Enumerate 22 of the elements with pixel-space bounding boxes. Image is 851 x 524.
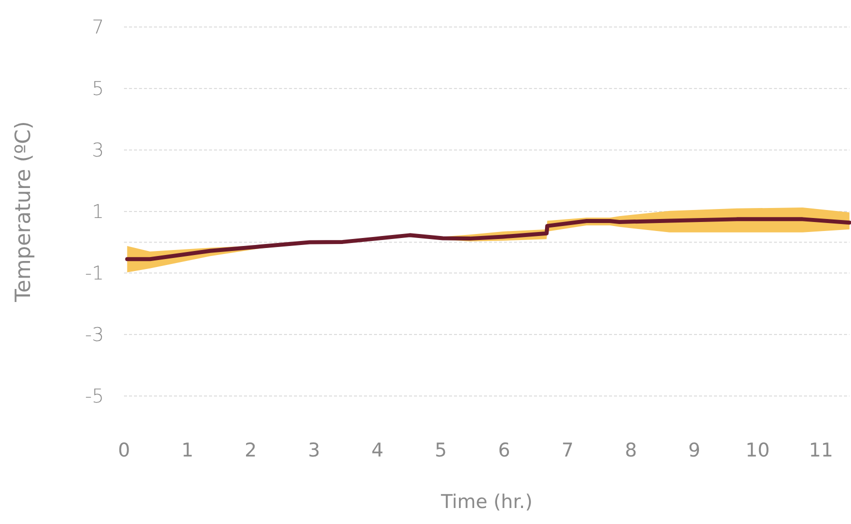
x-tick-label: 1 [181,440,194,462]
x-tick-label: 5 [434,440,447,462]
y-tick-label: 3 [92,140,104,162]
x-axis-title: Time (hr.) [440,491,532,513]
x-tick-label: 11 [808,440,834,462]
y-axis-title: Temperature (ºC) [11,121,35,303]
x-tick-label: 9 [688,440,700,462]
y-tick-label: -3 [85,324,104,346]
y-tick-label: 1 [92,201,104,224]
y-tick-label: -1 [85,262,104,285]
x-tick-label: 10 [746,440,770,462]
x-tick-label: 0 [118,440,130,462]
x-tick-label: 6 [498,440,510,462]
x-tick-label: 4 [371,440,384,462]
y-tick-label: -5 [85,386,104,408]
y-tick-label: 5 [92,78,104,100]
line-series [125,217,851,262]
y-tick-label: 7 [92,16,104,39]
x-tick-label: 8 [624,440,637,462]
x-tick-label: 7 [561,440,574,462]
x-tick-label: 2 [244,440,257,462]
x-tick-label: 3 [308,440,320,462]
